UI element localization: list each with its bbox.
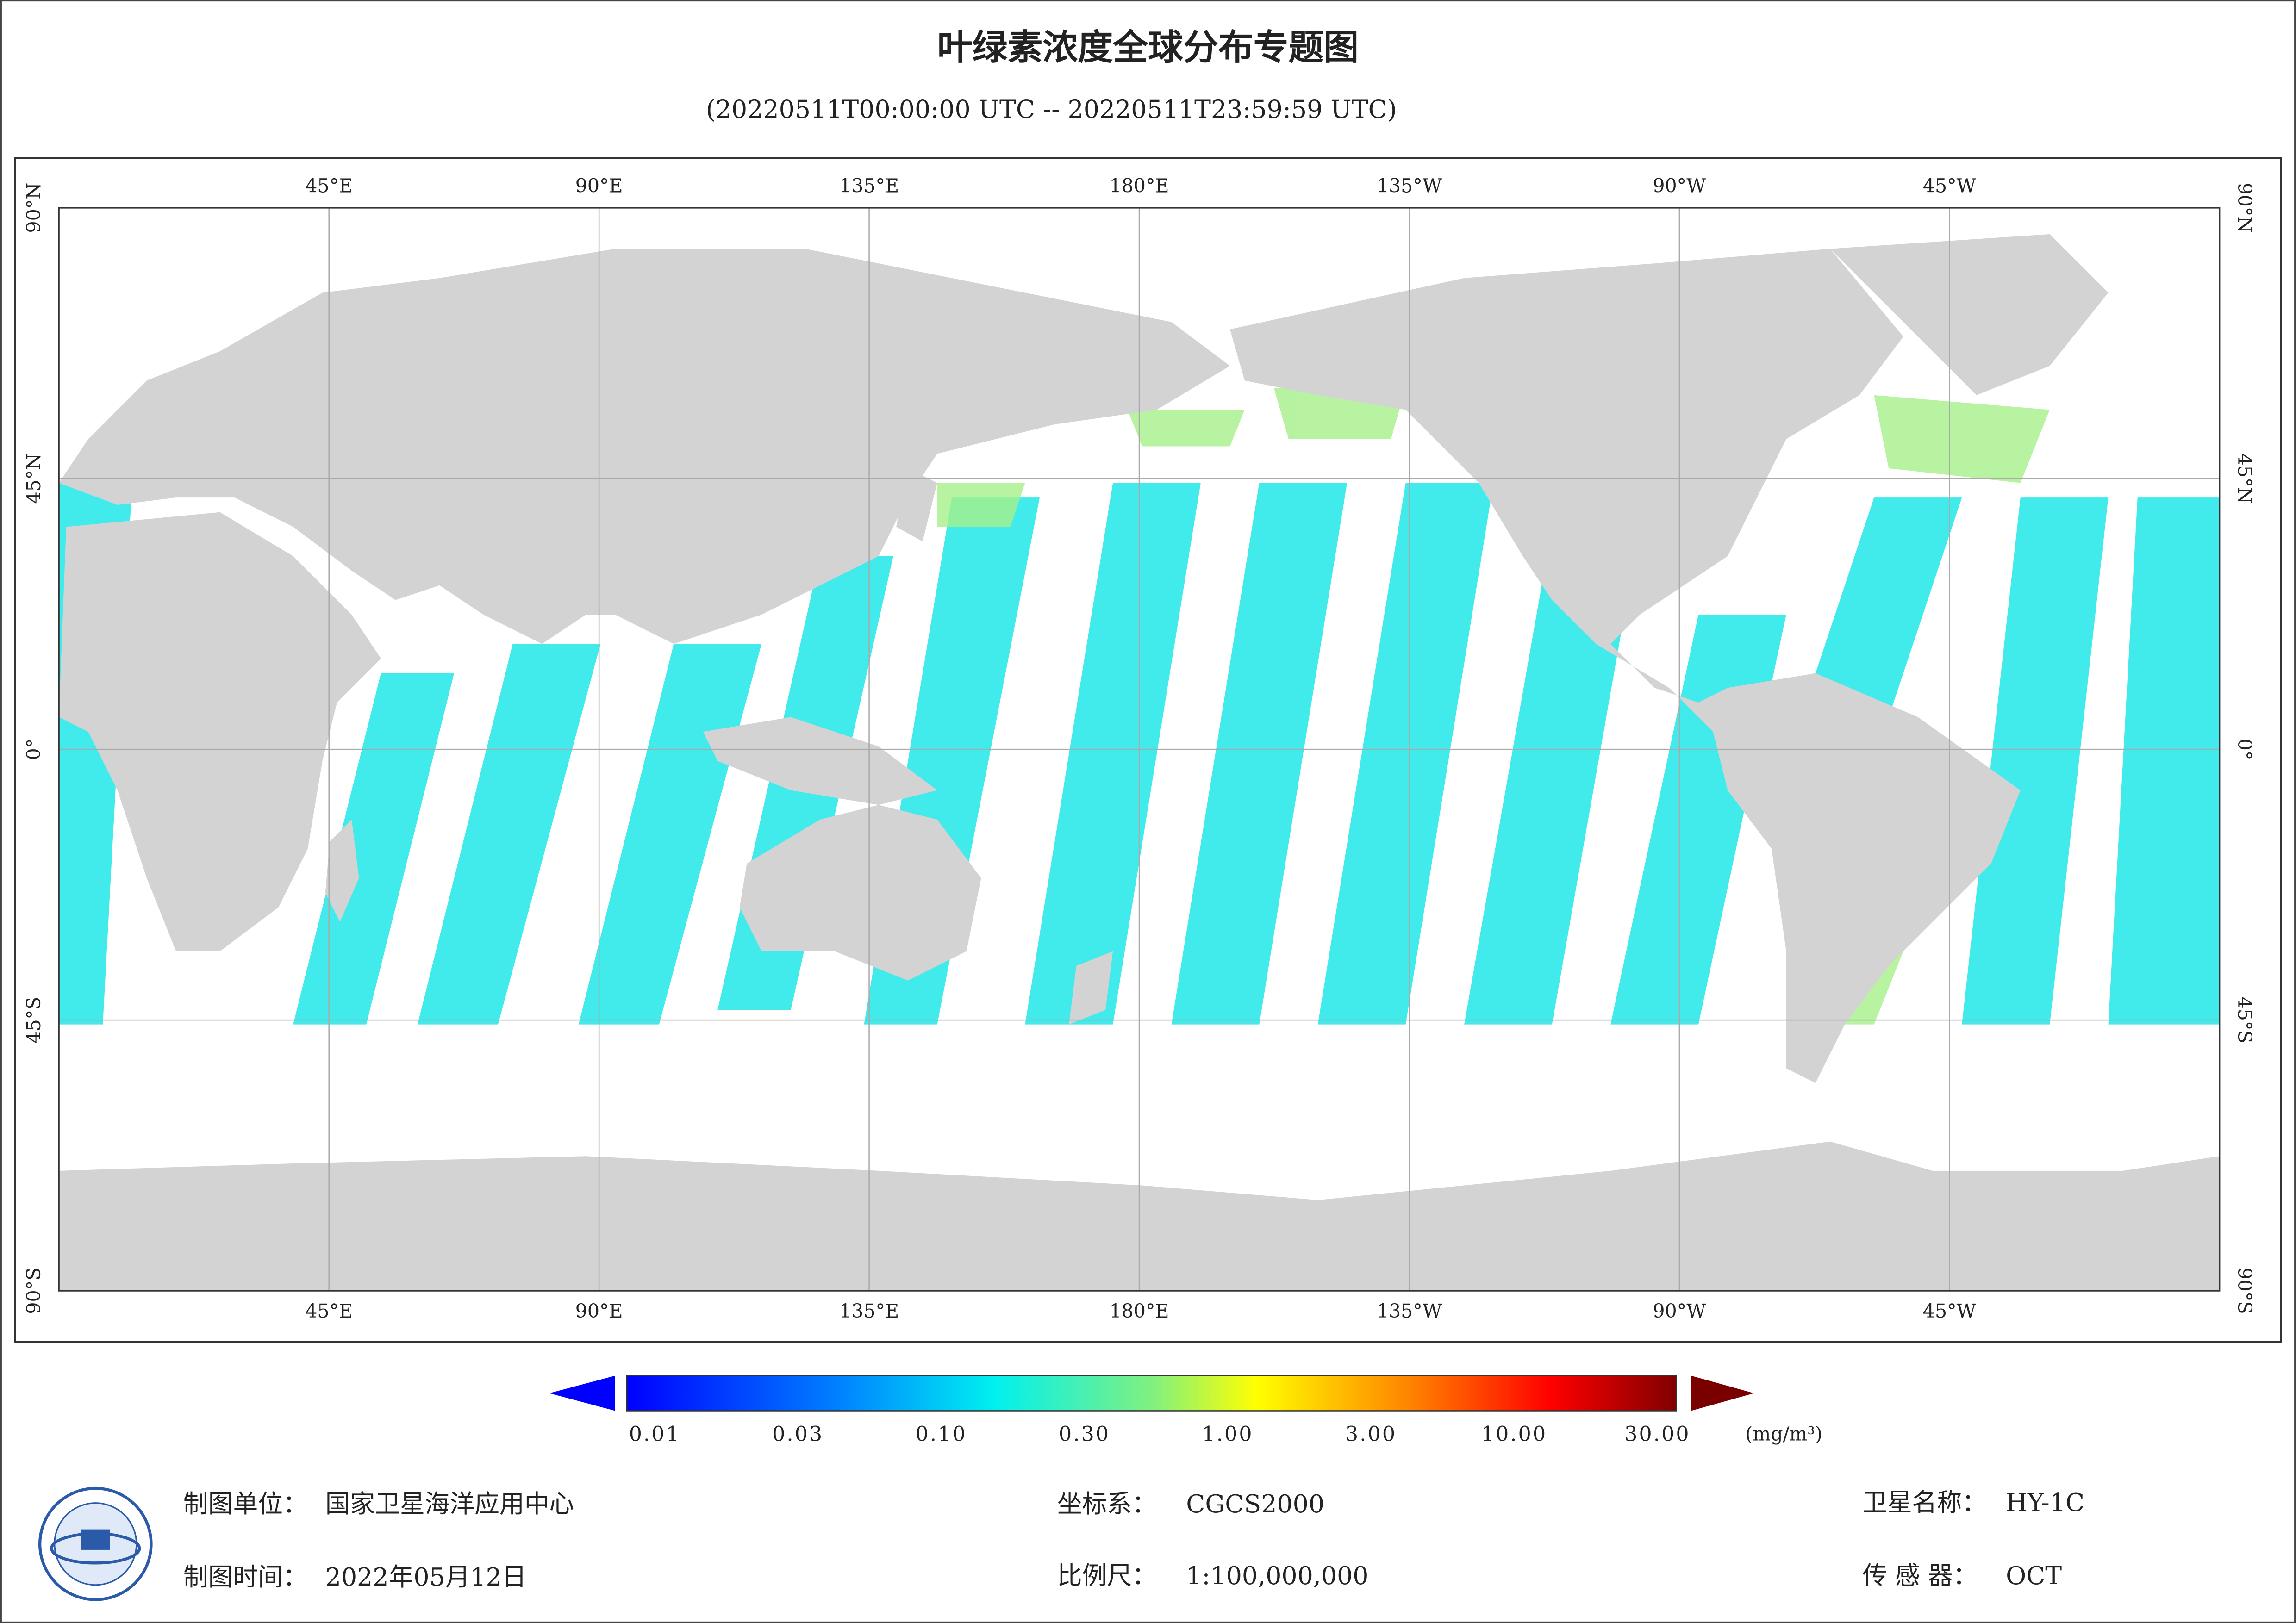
colorbar-unit: (mg/m³)	[1745, 1423, 1822, 1445]
colorbar-label: 3.00	[1345, 1423, 1397, 1446]
lat-label: 45°S	[2234, 997, 2256, 1044]
colorbar-label: 0.03	[772, 1423, 824, 1446]
graticule-labels: 45°E 45°E 90°E 90°E 135°E 135°E 180°E 180°E 135°…	[23, 174, 2256, 1322]
footer-label: 坐标系：	[1057, 1489, 1157, 1518]
colorbar-label: 1.00	[1202, 1423, 1254, 1446]
lat-label: 0°	[23, 739, 45, 760]
lon-label: 90°E	[575, 1300, 623, 1322]
map-frame	[14, 157, 2282, 1343]
map	[59, 208, 2220, 1291]
logo	[38, 1486, 153, 1601]
footer-value: HY-1C	[2006, 1488, 2084, 1517]
lon-label: 180°E	[1110, 1300, 1169, 1322]
lon-label: 90°W	[1653, 174, 1706, 197]
graticule	[59, 208, 2220, 1291]
lon-label: 180°E	[1110, 174, 1169, 197]
title: 叶绿素浓度全球分布专题图	[937, 27, 1359, 68]
colorbar-label: 30.00	[1624, 1423, 1691, 1446]
lon-label: 135°E	[839, 174, 899, 197]
colorbar-high-arrow	[1691, 1375, 1754, 1411]
footer-label: 制图时间：	[183, 1562, 308, 1592]
footer-value: 2022年05月12日	[325, 1562, 527, 1592]
lon-label: 90°E	[575, 174, 623, 197]
lat-label: 45°N	[23, 454, 45, 504]
map-border	[58, 207, 2221, 1292]
footer-label: 比例尺：	[1057, 1561, 1157, 1590]
lat-label: 45°N	[2234, 454, 2256, 504]
lat-label: 90°S	[23, 1268, 45, 1314]
footer-value: CGCS2000	[1186, 1489, 1324, 1518]
footer-value: 1:100,000,000	[1186, 1561, 1368, 1590]
lon-label: 90°W	[1653, 1300, 1706, 1322]
footer-label: 传 感 器：	[1862, 1561, 1978, 1590]
footer-label: 卫星名称：	[1862, 1488, 1987, 1517]
colorbar-label: 0.30	[1059, 1423, 1110, 1446]
colorbar-low-arrow	[549, 1375, 615, 1411]
lat-label: 45°S	[23, 997, 45, 1044]
lon-label: 45°W	[1923, 174, 1977, 197]
colorbar	[626, 1375, 1677, 1412]
lon-label: 45°E	[305, 174, 353, 197]
footer-label: 制图单位：	[183, 1489, 308, 1518]
lon-label: 135°E	[839, 1300, 899, 1322]
colorbar-label: 10.00	[1481, 1423, 1547, 1446]
footer-value: OCT	[2006, 1561, 2062, 1590]
lon-label: 135°W	[1377, 1300, 1442, 1322]
lat-label: 0°	[2234, 739, 2256, 760]
colorbar-label: 0.10	[916, 1423, 967, 1446]
subtitle: (20220511T00:00:00 UTC -- 20220511T23:59…	[706, 94, 1397, 124]
lon-label: 135°W	[1377, 174, 1442, 197]
lat-label: 90°N	[23, 183, 45, 233]
colorbar-labels: 0.01 0.03 0.10 0.30 1.00 3.00 10.00 30.00	[629, 1423, 1691, 1446]
footer-value: 国家卫星海洋应用中心	[325, 1489, 574, 1518]
lat-label: 90°N	[2234, 183, 2256, 233]
colorbar-label: 0.01	[629, 1423, 680, 1446]
lat-label: 90°S	[2234, 1268, 2256, 1314]
lon-label: 45°W	[1923, 1300, 1977, 1322]
lon-label: 45°E	[305, 1300, 353, 1322]
